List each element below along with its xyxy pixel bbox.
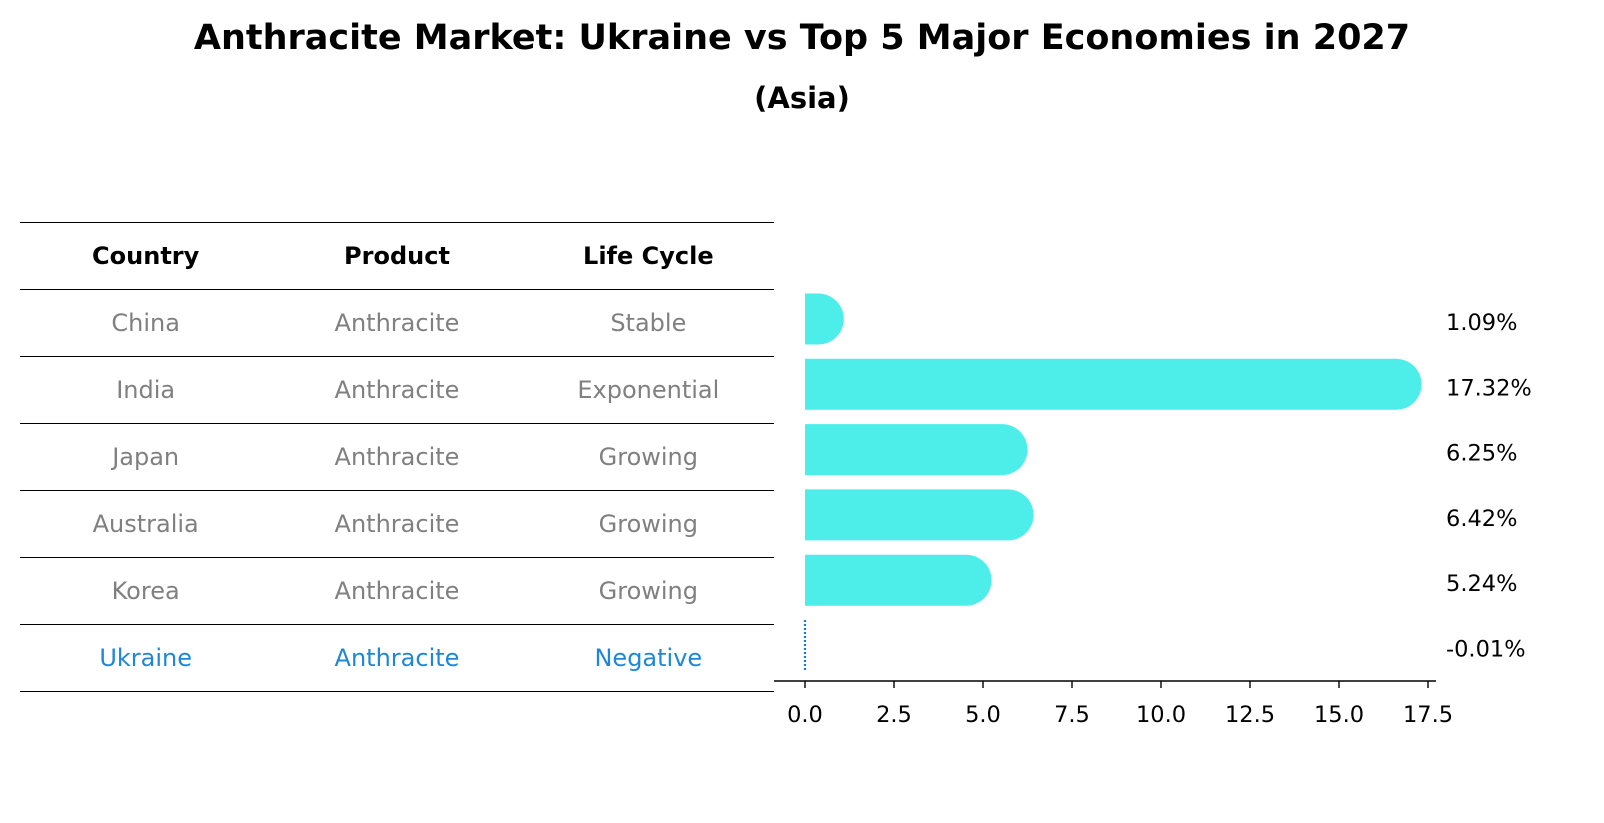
table-head: Country Product Life Cycle bbox=[20, 222, 774, 290]
header-life-cycle: Life Cycle bbox=[522, 222, 774, 290]
cell-product: Anthracite bbox=[271, 423, 523, 491]
cell-life-cycle: Stable bbox=[522, 289, 774, 357]
cell-life-cycle: Growing bbox=[522, 423, 774, 491]
cell-country: Japan bbox=[20, 423, 272, 491]
market-table: Country Product Life Cycle China Anthrac… bbox=[20, 222, 774, 692]
cell-country: India bbox=[20, 356, 272, 424]
chart-subtitle: (Asia) bbox=[754, 81, 850, 115]
cell-life-cycle: Growing bbox=[522, 557, 774, 625]
table-row: India Anthracite Exponential bbox=[20, 356, 774, 424]
header-product: Product bbox=[271, 222, 523, 290]
cell-country: China bbox=[20, 289, 272, 357]
table-header-row: Country Product Life Cycle bbox=[20, 222, 774, 290]
data-label: 17.32% bbox=[1446, 375, 1532, 401]
cell-product: Anthracite bbox=[271, 356, 523, 424]
table-row-highlight: Ukraine Anthracite Negative bbox=[20, 624, 774, 692]
cell-product: Anthracite bbox=[271, 557, 523, 625]
cell-country: Ukraine bbox=[20, 624, 272, 692]
x-tick-label: 17.5 bbox=[1403, 702, 1453, 728]
x-tick-label: 12.5 bbox=[1225, 702, 1275, 728]
bar-japan bbox=[805, 424, 1028, 476]
data-label: 6.25% bbox=[1446, 441, 1517, 467]
table-row: Korea Anthracite Growing bbox=[20, 557, 774, 625]
header-country: Country bbox=[20, 222, 272, 290]
table-row: Australia Anthracite Growing bbox=[20, 490, 774, 558]
x-tick-label: 7.5 bbox=[1054, 702, 1090, 728]
x-tick-label: 15.0 bbox=[1314, 702, 1364, 728]
cell-product: Anthracite bbox=[271, 624, 523, 692]
x-tick-label: 2.5 bbox=[876, 702, 912, 728]
bar-india bbox=[805, 358, 1422, 410]
x-tick-label: 0.0 bbox=[787, 702, 823, 728]
x-tick-label: 10.0 bbox=[1136, 702, 1186, 728]
data-label: 5.24% bbox=[1446, 571, 1517, 597]
table: Country Product Life Cycle China Anthrac… bbox=[20, 222, 774, 692]
cell-life-cycle: Exponential bbox=[522, 356, 774, 424]
cell-life-cycle: Negative bbox=[522, 624, 774, 692]
bar-australia bbox=[805, 489, 1034, 541]
cell-product: Anthracite bbox=[271, 490, 523, 558]
bar-china bbox=[805, 293, 844, 345]
chart-title: Anthracite Market: Ukraine vs Top 5 Majo… bbox=[193, 18, 1411, 58]
cell-life-cycle: Growing bbox=[522, 490, 774, 558]
data-label: -0.01% bbox=[1446, 637, 1526, 663]
table-body: China Anthracite Stable India Anthracite… bbox=[20, 289, 774, 692]
table-row: China Anthracite Stable bbox=[20, 289, 774, 357]
data-label: 1.09% bbox=[1446, 310, 1517, 336]
cell-product: Anthracite bbox=[271, 289, 523, 357]
bar-korea bbox=[805, 554, 992, 606]
x-tick-label: 5.0 bbox=[965, 702, 1001, 728]
cell-country: Korea bbox=[20, 557, 272, 625]
data-label: 6.42% bbox=[1446, 506, 1517, 532]
cell-country: Australia bbox=[20, 490, 272, 558]
table-row: Japan Anthracite Growing bbox=[20, 423, 774, 491]
